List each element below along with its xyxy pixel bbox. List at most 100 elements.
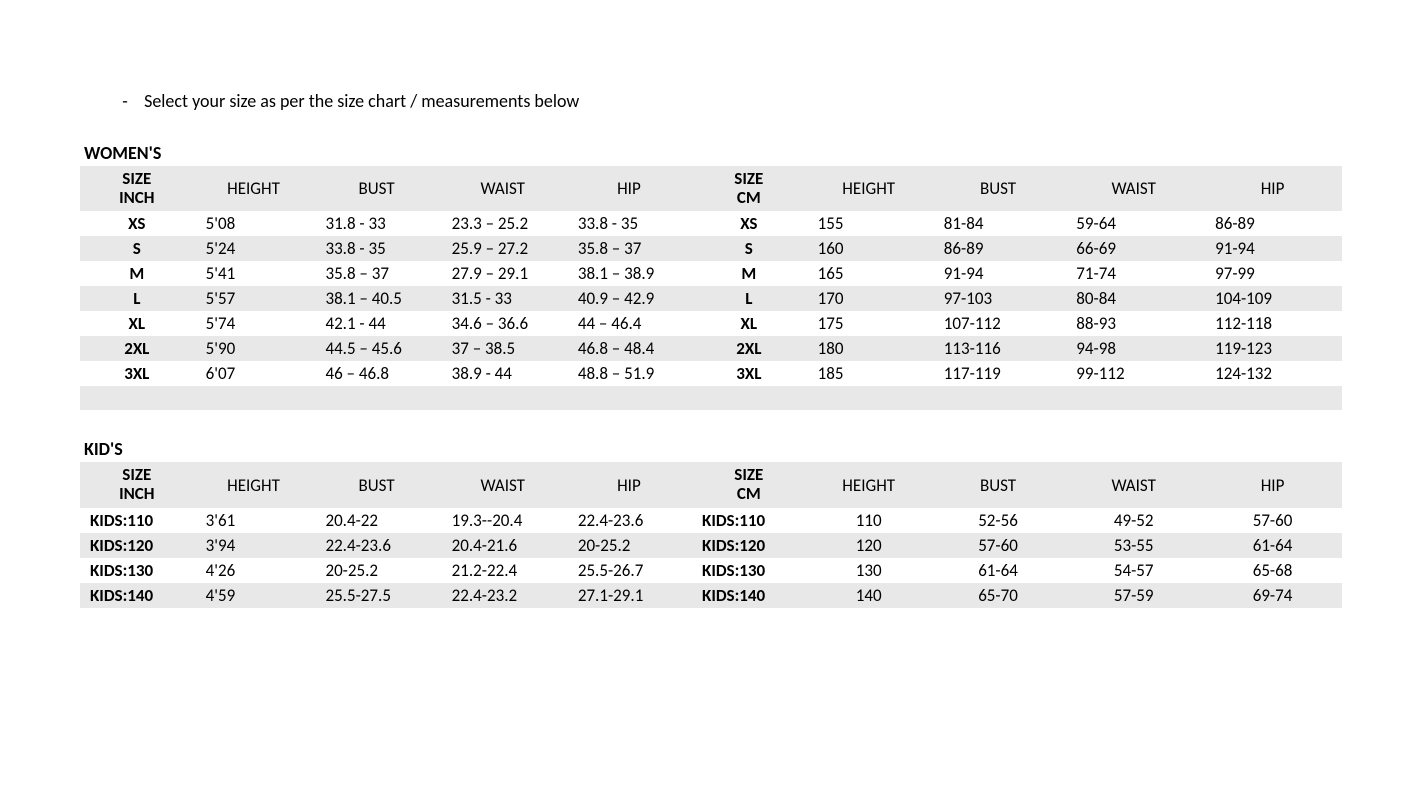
- bullet-dash: -: [110, 90, 140, 112]
- table-cell: 61-64: [932, 558, 1065, 583]
- table-cell: 46.8 – 48.4: [566, 336, 692, 361]
- table-cell: 54-57: [1064, 558, 1203, 583]
- table-row: L5'5738.1 – 40.531.5 - 3340.9 – 42.9L170…: [80, 286, 1342, 311]
- table-cell: 3XL: [80, 361, 194, 386]
- table-row: KIDS:1304'2620-25.221.2-22.425.5-26.7KID…: [80, 558, 1342, 583]
- table-cell: KIDS:110: [80, 508, 194, 533]
- table-cell: 69-74: [1203, 583, 1342, 608]
- table-cell: 97-99: [1203, 261, 1342, 286]
- table-cell: 165: [806, 261, 932, 286]
- table-cell: 42.1 - 44: [313, 311, 439, 336]
- col-hip-cm-k: HIP: [1203, 462, 1342, 507]
- table-cell: 5'74: [194, 311, 314, 336]
- table-cell: 112-118: [1203, 311, 1342, 336]
- table-cell: KIDS:120: [692, 533, 806, 558]
- table-cell: XL: [80, 311, 194, 336]
- womens-spacer-row: [80, 386, 1342, 410]
- table-cell: 33.8 - 35: [566, 211, 692, 236]
- table-cell: 4'59: [194, 583, 314, 608]
- table-cell: 65-70: [932, 583, 1065, 608]
- table-row: S5'2433.8 - 3525.9 – 27.235.8 – 37S16086…: [80, 236, 1342, 261]
- table-cell: 25.5-27.5: [313, 583, 439, 608]
- col-size-cm-k: SIZE CM: [692, 462, 806, 507]
- table-cell: 6'07: [194, 361, 314, 386]
- kids-header-row: SIZE INCH HEIGHT BUST WAIST HIP SIZE CM …: [80, 462, 1342, 507]
- page-container: - Select your size as per the size chart…: [0, 0, 1422, 648]
- table-row: KIDS:1203'9422.4-23.620.4-21.620-25.2KID…: [80, 533, 1342, 558]
- womens-header-row: SIZE INCH HEIGHT BUST WAIST HIP SIZE CM …: [80, 166, 1342, 211]
- table-cell: 20-25.2: [313, 558, 439, 583]
- table-cell: 49-52: [1064, 508, 1203, 533]
- col-bust-in-k: BUST: [313, 462, 439, 507]
- table-cell: 31.8 - 33: [313, 211, 439, 236]
- table-cell: 91-94: [1203, 236, 1342, 261]
- table-cell: 91-94: [932, 261, 1065, 286]
- table-cell: 27.1-29.1: [566, 583, 692, 608]
- col-waist-cm: WAIST: [1064, 166, 1203, 211]
- table-cell: 3'61: [194, 508, 314, 533]
- table-cell: 71-74: [1064, 261, 1203, 286]
- table-cell: 34.6 – 36.6: [440, 311, 566, 336]
- table-cell: 40.9 – 42.9: [566, 286, 692, 311]
- col-size-inch: SIZE INCH: [80, 166, 194, 211]
- table-cell: 65-68: [1203, 558, 1342, 583]
- table-cell: 104-109: [1203, 286, 1342, 311]
- table-cell: 22.4-23.6: [566, 508, 692, 533]
- table-cell: 21.2-22.4: [440, 558, 566, 583]
- table-cell: 52-56: [932, 508, 1065, 533]
- table-cell: 53-55: [1064, 533, 1203, 558]
- col-bust-in: BUST: [313, 166, 439, 211]
- table-cell: XS: [692, 211, 806, 236]
- table-cell: XS: [80, 211, 194, 236]
- table-cell: 20-25.2: [566, 533, 692, 558]
- table-cell: 5'08: [194, 211, 314, 236]
- table-cell: 155: [806, 211, 932, 236]
- table-cell: 33.8 - 35: [313, 236, 439, 261]
- table-row: KIDS:1103'6120.4-2219.3--20.422.4-23.6KI…: [80, 508, 1342, 533]
- table-cell: 81-84: [932, 211, 1065, 236]
- table-cell: 175: [806, 311, 932, 336]
- table-row: 3XL6'0746 – 46.838.9 - 4448.8 – 51.93XL1…: [80, 361, 1342, 386]
- table-cell: 5'57: [194, 286, 314, 311]
- table-cell: 57-60: [1203, 508, 1342, 533]
- table-cell: 23.3 – 25.2: [440, 211, 566, 236]
- table-cell: 140: [806, 583, 932, 608]
- table-cell: 59-64: [1064, 211, 1203, 236]
- table-cell: 66-69: [1064, 236, 1203, 261]
- table-cell: 27.9 – 29.1: [440, 261, 566, 286]
- table-cell: 25.5-26.7: [566, 558, 692, 583]
- table-cell: 25.9 – 27.2: [440, 236, 566, 261]
- table-cell: XL: [692, 311, 806, 336]
- col-height-in-k: HEIGHT: [194, 462, 314, 507]
- table-row: 2XL5'9044.5 – 45.637 – 38.546.8 – 48.42X…: [80, 336, 1342, 361]
- table-cell: S: [80, 236, 194, 261]
- table-cell: 3XL: [692, 361, 806, 386]
- table-cell: 180: [806, 336, 932, 361]
- table-cell: 4'26: [194, 558, 314, 583]
- table-cell: L: [692, 286, 806, 311]
- table-cell: 160: [806, 236, 932, 261]
- table-cell: S: [692, 236, 806, 261]
- table-cell: 35.8 – 37: [566, 236, 692, 261]
- table-cell: 5'24: [194, 236, 314, 261]
- col-size-inch-k: SIZE INCH: [80, 462, 194, 507]
- table-cell: 130: [806, 558, 932, 583]
- table-cell: 80-84: [1064, 286, 1203, 311]
- table-cell: 86-89: [932, 236, 1065, 261]
- table-cell: 117-119: [932, 361, 1065, 386]
- table-cell: M: [692, 261, 806, 286]
- col-waist-in-k: WAIST: [440, 462, 566, 507]
- table-cell: 2XL: [80, 336, 194, 361]
- table-cell: 46 – 46.8: [313, 361, 439, 386]
- table-cell: 107-112: [932, 311, 1065, 336]
- col-hip-in: HIP: [566, 166, 692, 211]
- table-cell: 57-59: [1064, 583, 1203, 608]
- table-cell: L: [80, 286, 194, 311]
- table-cell: 57-60: [932, 533, 1065, 558]
- col-hip-in-k: HIP: [566, 462, 692, 507]
- table-cell: 97-103: [932, 286, 1065, 311]
- col-height-cm: HEIGHT: [806, 166, 932, 211]
- table-cell: KIDS:130: [692, 558, 806, 583]
- col-size-cm: SIZE CM: [692, 166, 806, 211]
- table-row: XS5'0831.8 - 3323.3 – 25.233.8 - 35XS155…: [80, 211, 1342, 236]
